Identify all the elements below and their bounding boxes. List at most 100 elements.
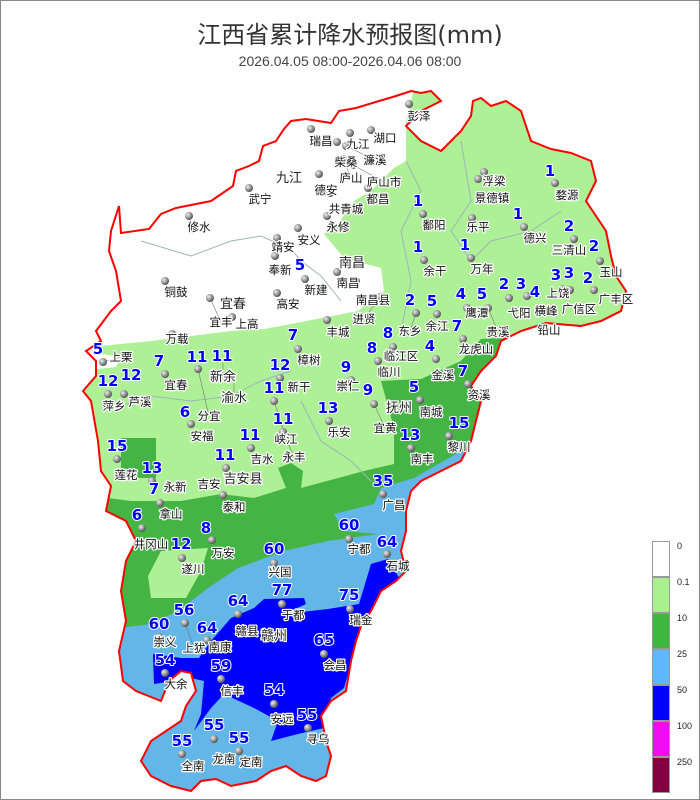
station-dot-icon[interactable] — [304, 724, 312, 732]
station-dot-icon[interactable] — [523, 292, 531, 300]
station-dot-icon[interactable] — [432, 355, 440, 363]
station-dot-icon[interactable] — [370, 400, 378, 408]
station-dot-icon[interactable] — [138, 524, 146, 532]
station-dot-icon[interactable] — [484, 304, 492, 312]
station-dot-icon[interactable] — [468, 214, 476, 222]
station-dot-icon[interactable] — [416, 396, 424, 404]
station-label: 乐平 — [467, 220, 490, 234]
station-dot-icon[interactable] — [323, 212, 331, 220]
station-dot-icon[interactable] — [467, 254, 475, 262]
station-dot-icon[interactable] — [113, 455, 121, 463]
station-dot-icon[interactable] — [104, 390, 112, 398]
station-dot-icon[interactable] — [271, 252, 279, 260]
station-dot-icon[interactable] — [333, 138, 341, 146]
station-dot-icon[interactable] — [339, 155, 347, 163]
station-dot-icon[interactable] — [185, 212, 193, 220]
station-dot-icon[interactable] — [459, 335, 467, 343]
station-dot-icon[interactable] — [346, 129, 354, 137]
station-dot-icon[interactable] — [383, 550, 391, 558]
station-dot-icon[interactable] — [463, 304, 471, 312]
station-label: 兴国 — [269, 565, 292, 579]
station-dot-icon[interactable] — [156, 499, 164, 507]
station-dot-icon[interactable] — [464, 380, 472, 388]
station-dot-icon[interactable] — [474, 175, 482, 183]
station-dot-icon[interactable] — [187, 420, 195, 428]
station-dot-icon[interactable] — [480, 168, 488, 176]
station-dot-icon[interactable] — [99, 358, 107, 366]
station-dot-icon[interactable] — [570, 235, 578, 243]
station-dot-icon[interactable] — [407, 444, 415, 452]
station-dot-icon[interactable] — [181, 619, 189, 627]
station-dot-icon[interactable] — [596, 257, 604, 265]
station-dot-icon[interactable] — [217, 675, 225, 683]
station-dot-icon[interactable] — [276, 374, 284, 382]
station-dot-icon[interactable] — [206, 294, 214, 302]
station-dot-icon[interactable] — [419, 210, 427, 218]
station-dot-icon[interactable] — [203, 636, 211, 644]
station-dot-icon[interactable] — [161, 277, 169, 285]
station-dot-icon[interactable] — [210, 735, 218, 743]
station-dot-icon[interactable] — [535, 307, 543, 315]
station-dot-icon[interactable] — [551, 179, 559, 187]
station-dot-icon[interactable] — [278, 600, 286, 608]
station-dot-icon[interactable] — [208, 536, 216, 544]
station-dot-icon[interactable] — [279, 428, 287, 436]
station-dot-icon[interactable] — [219, 491, 227, 499]
station-dot-icon[interactable] — [247, 444, 255, 452]
station-dot-icon[interactable] — [346, 605, 354, 613]
station-dot-icon[interactable] — [505, 294, 513, 302]
station-dot-icon[interactable] — [345, 535, 353, 543]
station-dot-icon[interactable] — [161, 669, 169, 677]
station-dot-icon[interactable] — [320, 650, 328, 658]
station-dot-icon[interactable] — [367, 126, 375, 134]
station-dot-icon[interactable] — [412, 309, 420, 317]
station-dot-icon[interactable] — [273, 234, 281, 242]
rainfall-value: 4 — [425, 337, 435, 355]
station-dot-icon[interactable] — [235, 747, 243, 755]
station-dot-icon[interactable] — [445, 432, 453, 440]
station-dot-icon[interactable] — [294, 345, 302, 353]
station-dot-icon[interactable] — [234, 610, 242, 618]
station-dot-icon[interactable] — [326, 189, 334, 197]
station-dot-icon[interactable] — [245, 184, 253, 192]
station-dot-icon[interactable] — [405, 100, 413, 108]
station-dot-icon[interactable] — [566, 286, 574, 294]
station-dot-icon[interactable] — [349, 161, 357, 169]
station-dot-icon[interactable] — [178, 554, 186, 562]
station-dot-icon[interactable] — [433, 310, 441, 318]
station-dot-icon[interactable] — [379, 490, 387, 498]
station-dot-icon[interactable] — [520, 223, 528, 231]
rainfall-value: 12 — [171, 535, 192, 553]
station-dot-icon[interactable] — [194, 365, 202, 373]
station-dot-icon[interactable] — [270, 700, 278, 708]
station-dot-icon[interactable] — [333, 268, 341, 276]
station-dot-icon[interactable] — [420, 256, 428, 264]
station-dot-icon[interactable] — [307, 125, 315, 133]
station-dot-icon[interactable] — [389, 343, 397, 351]
station-dot-icon[interactable] — [325, 417, 333, 425]
station-dot-icon[interactable] — [352, 277, 360, 285]
station-dot-icon[interactable] — [364, 184, 372, 192]
station-dot-icon[interactable] — [178, 750, 186, 758]
station-dot-icon[interactable] — [374, 357, 382, 365]
station-dot-icon[interactable] — [558, 285, 566, 293]
station-dot-icon[interactable] — [270, 397, 278, 405]
station-dot-icon[interactable] — [270, 559, 278, 567]
station-dot-icon[interactable] — [323, 316, 331, 324]
station-dot-icon[interactable] — [161, 370, 169, 378]
station-dot-icon[interactable] — [222, 464, 230, 472]
station-dot-icon[interactable] — [315, 170, 323, 178]
station-dot-icon[interactable] — [376, 293, 384, 301]
station-dot-icon[interactable] — [342, 142, 350, 150]
station-dot-icon[interactable] — [294, 224, 302, 232]
station-dot-icon[interactable] — [155, 633, 163, 641]
station-dot-icon[interactable] — [590, 286, 598, 294]
station-dot-icon[interactable] — [347, 376, 355, 384]
station-dot-icon[interactable] — [273, 289, 281, 297]
station-dot-icon[interactable] — [120, 390, 128, 398]
station-dot-icon[interactable] — [228, 313, 236, 321]
station-dot-icon[interactable] — [301, 275, 309, 283]
station-dot-icon[interactable] — [168, 330, 176, 338]
station-dot-icon[interactable] — [148, 477, 156, 485]
